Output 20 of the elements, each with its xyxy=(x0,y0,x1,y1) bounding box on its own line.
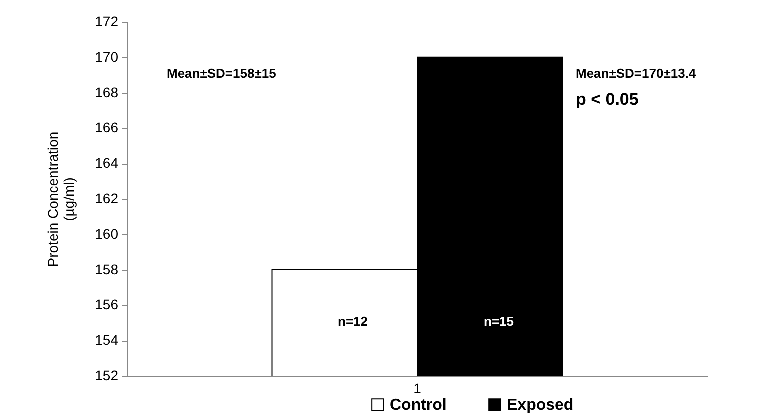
y-tick-label: 156 xyxy=(95,296,119,313)
y-tick-label: 168 xyxy=(95,84,119,100)
y-axis-title: Protein Concentration (µg/ml) xyxy=(45,132,78,268)
annotation: Mean±SD=158±15 xyxy=(167,66,276,81)
x-tick-label: 1 xyxy=(414,380,422,396)
y-tick-label: 172 xyxy=(95,14,119,30)
y-tick-label: 160 xyxy=(95,226,119,242)
y-tick-label: 152 xyxy=(95,368,119,384)
y-tick-label: 158 xyxy=(95,261,119,278)
annotation: n=15 xyxy=(484,314,514,329)
legend-label: Exposed xyxy=(507,397,574,414)
y-tick-label: 154 xyxy=(95,332,119,348)
legend-label: Control xyxy=(390,397,447,414)
y-tick-label: 166 xyxy=(95,120,119,136)
y-tick-label: 162 xyxy=(95,190,119,206)
annotation: p < 0.05 xyxy=(576,90,639,109)
annotation: Mean±SD=170±13.4 xyxy=(576,66,697,81)
annotation: n=12 xyxy=(338,314,368,329)
y-tick-label: 170 xyxy=(95,48,119,65)
y-tick-label: 164 xyxy=(95,155,119,172)
